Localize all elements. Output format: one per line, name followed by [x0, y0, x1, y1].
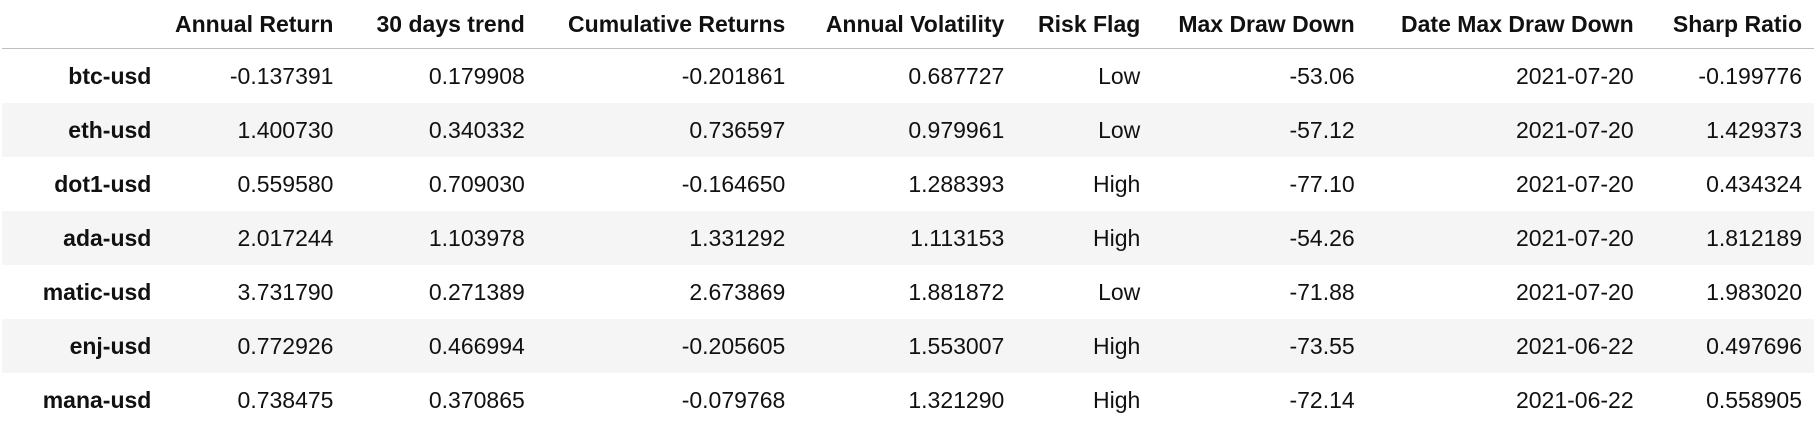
cell-annual-volatility: 1.321290: [908, 386, 1005, 413]
column-header-max-draw-down: Max Draw Down: [1152, 0, 1367, 49]
cell-sharp-ratio: 1.812189: [1645, 211, 1814, 265]
column-header-risk-flag: Risk Flag: [1016, 0, 1153, 49]
row-index-label: dot1-usd: [54, 170, 152, 197]
cell-annual-volatility: 1.553007: [797, 319, 1017, 373]
index-header: [2, 0, 164, 49]
cell-date-max-draw-down: 2021-06-22: [1515, 386, 1634, 413]
cell-date-max-draw-down: 2021-07-20: [1366, 103, 1646, 157]
cell-annual-return: 0.559580: [237, 170, 334, 197]
row-index-label: enj-usd: [2, 319, 164, 373]
column-header-cumulative-returns: Cumulative Returns: [536, 0, 798, 49]
cell-cumulative-returns: 0.736597: [536, 103, 798, 157]
cell-sharp-ratio: 0.497696: [1645, 319, 1814, 373]
cell-cumulative-returns: -0.201861: [681, 62, 786, 89]
cell-max-draw-down: -54.26: [1152, 211, 1367, 265]
cell-sharp-ratio: 0.558905: [1706, 386, 1802, 413]
column-header-annual-volatility: Annual Volatility: [797, 0, 1017, 49]
row-index-label: ada-usd: [2, 211, 164, 265]
cell-date-max-draw-down: 2021-07-20: [1515, 170, 1634, 197]
cell-cumulative-returns: -0.164650: [681, 170, 786, 197]
cell-annual-volatility: 1.881872: [908, 278, 1005, 305]
column-header-30-days-trend: 30 days trend: [345, 0, 537, 49]
cell-annual-volatility: 1.288393: [908, 170, 1005, 197]
cell-date-max-draw-down: 2021-06-22: [1366, 319, 1646, 373]
row-index-label: matic-usd: [42, 278, 152, 305]
cell-30-days-trend: 0.271389: [428, 278, 525, 305]
cell-max-draw-down: -77.10: [1289, 170, 1355, 197]
table-row: dot1-usd 0.559580 0.709030 -0.164650 1.2…: [2, 157, 1814, 211]
cell-annual-return: 1.400730: [163, 103, 346, 157]
cell-30-days-trend: 0.466994: [345, 319, 537, 373]
cell-30-days-trend: 0.370865: [428, 386, 525, 413]
dataframe-container: Annual Return 30 days trend Cumulative R…: [2, 0, 1814, 427]
column-header-sharp-ratio: Sharp Ratio: [1645, 0, 1814, 49]
cell-30-days-trend: 0.179908: [428, 62, 525, 89]
cell-risk-flag: Low: [1098, 62, 1141, 89]
cell-annual-volatility: 0.687727: [908, 62, 1005, 89]
cell-max-draw-down: -73.55: [1152, 319, 1367, 373]
cell-sharp-ratio: 1.429373: [1645, 103, 1814, 157]
row-index-label: mana-usd: [42, 386, 152, 413]
cell-sharp-ratio: -0.199776: [1698, 62, 1802, 89]
cell-risk-flag: High: [1016, 211, 1153, 265]
cell-max-draw-down: -53.06: [1289, 62, 1355, 89]
cell-annual-return: 3.731790: [237, 278, 334, 305]
cell-30-days-trend: 0.340332: [345, 103, 537, 157]
column-header-annual-return: Annual Return: [163, 0, 346, 49]
cell-30-days-trend: 1.103978: [345, 211, 537, 265]
cell-max-draw-down: -71.88: [1289, 278, 1355, 305]
cell-risk-flag: Low: [1016, 103, 1153, 157]
cell-annual-return: -0.137391: [229, 62, 334, 89]
row-index-label: eth-usd: [2, 103, 164, 157]
cell-30-days-trend: 0.709030: [428, 170, 525, 197]
cell-max-draw-down: -57.12: [1152, 103, 1367, 157]
table-row: eth-usd 1.400730 0.340332 0.736597 0.979…: [2, 103, 1814, 157]
table-row: ada-usd 2.017244 1.103978 1.331292 1.113…: [2, 211, 1814, 265]
table-row: btc-usd -0.137391 0.179908 -0.201861 0.6…: [2, 49, 1814, 104]
cell-annual-return: 2.017244: [163, 211, 346, 265]
column-header-date-max-draw-down: Date Max Draw Down: [1366, 0, 1646, 49]
cell-max-draw-down: -72.14: [1289, 386, 1355, 413]
cell-date-max-draw-down: 2021-07-20: [1515, 62, 1634, 89]
cell-cumulative-returns: -0.079768: [681, 386, 786, 413]
cell-sharp-ratio: 1.983020: [1706, 278, 1802, 305]
crypto-metrics-table: Annual Return 30 days trend Cumulative R…: [2, 0, 1814, 427]
row-index-label: btc-usd: [68, 62, 152, 89]
table-row: enj-usd 0.772926 0.466994 -0.205605 1.55…: [2, 319, 1814, 373]
cell-risk-flag: High: [1092, 386, 1141, 413]
cell-annual-return: 0.738475: [237, 386, 334, 413]
header-row: Annual Return 30 days trend Cumulative R…: [2, 0, 1814, 49]
cell-cumulative-returns: -0.205605: [536, 319, 798, 373]
cell-sharp-ratio: 0.434324: [1706, 170, 1802, 197]
table-row: mana-usd 0.738475 0.370865 -0.079768 1.3…: [2, 373, 1814, 427]
cell-risk-flag: Low: [1098, 278, 1141, 305]
cell-cumulative-returns: 2.673869: [689, 278, 786, 305]
cell-date-max-draw-down: 2021-07-20: [1515, 278, 1634, 305]
cell-risk-flag: High: [1016, 319, 1153, 373]
cell-cumulative-returns: 1.331292: [536, 211, 798, 265]
cell-risk-flag: High: [1092, 170, 1141, 197]
cell-date-max-draw-down: 2021-07-20: [1366, 211, 1646, 265]
table-row: matic-usd 3.731790 0.271389 2.673869 1.8…: [2, 265, 1814, 319]
cell-annual-volatility: 0.979961: [797, 103, 1017, 157]
cell-annual-return: 0.772926: [163, 319, 346, 373]
cell-annual-volatility: 1.113153: [797, 211, 1017, 265]
